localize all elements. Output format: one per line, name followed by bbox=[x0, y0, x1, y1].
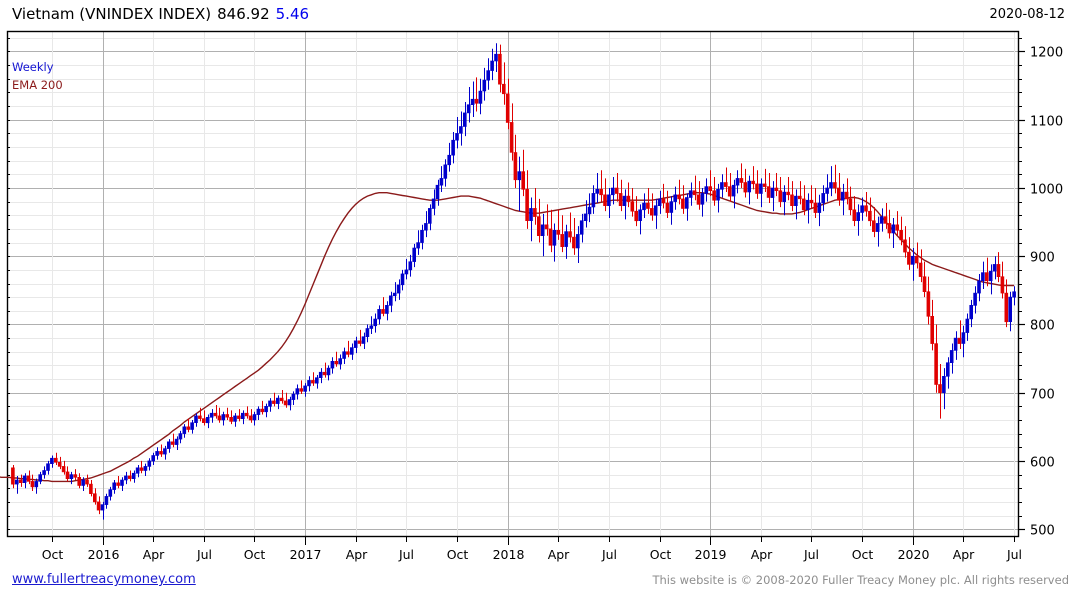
legend-interval: Weekly bbox=[12, 60, 54, 74]
y-axis: 500 600 700 800 900 1000 1100 1200 bbox=[7, 38, 1063, 539]
svg-text:Oct: Oct bbox=[650, 547, 672, 562]
candlestick-chart[interactable]: 500 600 700 800 900 1000 1100 1200 Oct 2016 Apr Ju… bbox=[0, 28, 1075, 568]
copyright-text: This website is © 2008-2020 Fuller Treac… bbox=[652, 573, 1069, 587]
last-price: 846.92 bbox=[217, 5, 270, 23]
svg-text:900: 900 bbox=[1030, 251, 1055, 266]
svg-text:Jul: Jul bbox=[196, 547, 212, 562]
svg-text:800: 800 bbox=[1030, 319, 1055, 334]
legend-ema-200: EMA 200 bbox=[12, 78, 63, 92]
site-link[interactable]: www.fullertreacymoney.com bbox=[12, 572, 196, 587]
svg-text:Apr: Apr bbox=[953, 547, 975, 562]
svg-text:Oct: Oct bbox=[852, 547, 874, 562]
svg-text:700: 700 bbox=[1030, 388, 1055, 403]
svg-text:Oct: Oct bbox=[447, 547, 469, 562]
chart-footer: www.fullertreacymoney.com This website i… bbox=[0, 572, 1075, 600]
svg-text:1000: 1000 bbox=[1030, 183, 1063, 198]
svg-text:500: 500 bbox=[1030, 524, 1055, 539]
svg-text:2016: 2016 bbox=[88, 547, 120, 562]
ema-200-line bbox=[0, 192, 1015, 483]
instrument-name: Vietnam (VNINDEX INDEX) bbox=[12, 5, 212, 23]
svg-text:Jul: Jul bbox=[398, 547, 414, 562]
svg-text:Apr: Apr bbox=[143, 547, 165, 562]
grid-major-lines bbox=[7, 51, 1018, 530]
svg-text:1100: 1100 bbox=[1030, 115, 1063, 130]
svg-text:Oct: Oct bbox=[42, 547, 64, 562]
svg-text:Apr: Apr bbox=[548, 547, 570, 562]
svg-text:600: 600 bbox=[1030, 456, 1055, 471]
svg-text:2019: 2019 bbox=[695, 547, 727, 562]
x-axis: Oct 2016 Apr Jul Oct 2017 Apr Jul Oct 2018 Apr Jul O… bbox=[42, 536, 1022, 562]
candlestick-series bbox=[11, 43, 1016, 520]
chart-date: 2020-08-12 bbox=[989, 6, 1065, 22]
svg-text:1200: 1200 bbox=[1030, 46, 1063, 61]
page-title: Vietnam (VNINDEX INDEX) 846.92 5.46 bbox=[12, 5, 309, 23]
svg-text:2018: 2018 bbox=[493, 547, 525, 562]
price-change: 5.46 bbox=[275, 5, 310, 23]
svg-text:Apr: Apr bbox=[346, 547, 368, 562]
grid-vertical-lines bbox=[52, 31, 1015, 536]
svg-text:2017: 2017 bbox=[290, 547, 322, 562]
svg-text:2020: 2020 bbox=[898, 547, 930, 562]
svg-text:Jul: Jul bbox=[601, 547, 617, 562]
svg-text:Oct: Oct bbox=[244, 547, 266, 562]
chart-header: Vietnam (VNINDEX INDEX) 846.92 5.46 2020… bbox=[0, 0, 1075, 28]
svg-text:Jul: Jul bbox=[803, 547, 819, 562]
svg-text:Apr: Apr bbox=[751, 547, 773, 562]
svg-text:Jul: Jul bbox=[1006, 547, 1022, 562]
chart-canvas[interactable]: 500 600 700 800 900 1000 1100 1200 Oct 2016 Apr Ju… bbox=[0, 28, 1075, 568]
